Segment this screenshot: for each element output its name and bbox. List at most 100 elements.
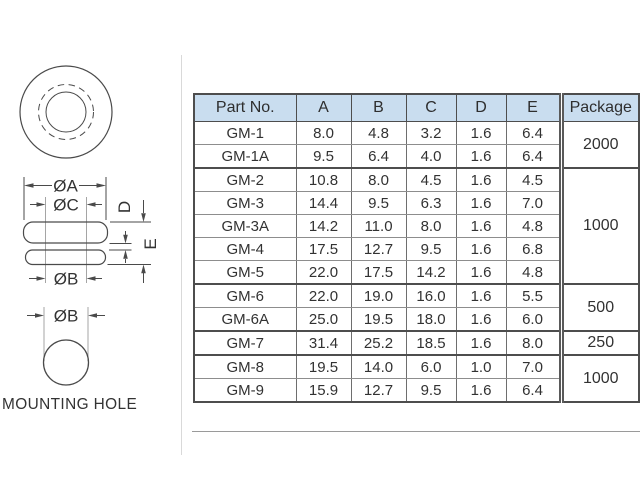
mounting-hole-circle <box>42 339 90 386</box>
cell-d: 1.6 <box>455 214 507 238</box>
label-dia-a: ØA <box>53 177 78 196</box>
cell-e: 4.5 <box>505 167 562 192</box>
cell-e: 7.0 <box>505 191 562 215</box>
cell-b: 4.8 <box>350 121 407 145</box>
cell-e: 5.5 <box>505 283 562 308</box>
label-dia-c: ØC <box>53 196 79 215</box>
table-row: GM-1 8.0 4.8 3.2 1.6 6.4 2000 <box>193 121 640 169</box>
cell-part-no: GM-2 <box>193 167 297 192</box>
cell-package: 1000 <box>558 167 640 285</box>
cell-b: 8.0 <box>350 167 407 192</box>
cell-b: 19.5 <box>350 307 407 332</box>
cell-d: 1.6 <box>455 307 507 332</box>
label-dim-d: D <box>115 201 134 213</box>
cell-part-no: GM-3 <box>193 191 297 215</box>
table-row: GM-5 22.0 17.5 14.2 1.6 4.8 <box>193 260 639 285</box>
cell-package: 1000 <box>558 354 640 403</box>
cell-a: 14.2 <box>295 214 352 238</box>
dim-dia-c <box>30 202 102 207</box>
extension-lines <box>107 221 151 265</box>
mounting-hole-caption: MOUNTING HOLE <box>2 396 137 413</box>
cell-c: 14.2 <box>405 260 457 285</box>
cell-b: 11.0 <box>350 214 407 238</box>
table-row: GM-3A 14.2 11.0 8.0 1.6 4.8 <box>193 214 639 238</box>
cell-c: 9.5 <box>405 237 457 261</box>
cell-d: 1.6 <box>455 121 507 145</box>
column-header-c: C <box>405 93 457 122</box>
table-row: GM-9 15.9 12.7 9.5 1.6 6.4 <box>193 378 639 403</box>
dim-dia-b-section <box>29 276 102 281</box>
column-header-package: Package <box>558 93 640 122</box>
label-dia-b-section: ØB <box>54 270 79 289</box>
dim-e <box>141 200 146 283</box>
label-dia-b-hole: ØB <box>54 307 79 326</box>
spec-table: Part No. A B C D E Package GM-1 8.0 4.8 … <box>193 93 640 403</box>
cell-d: 1.0 <box>455 354 507 379</box>
cell-b: 12.7 <box>350 237 407 261</box>
cell-b: 9.5 <box>350 191 407 215</box>
cell-c: 6.0 <box>405 354 457 379</box>
column-header-d: D <box>455 93 507 122</box>
cell-b: 17.5 <box>350 260 407 285</box>
cell-part-no: GM-3A <box>193 214 297 238</box>
cell-package: 2000 <box>558 121 640 169</box>
cell-d: 1.6 <box>455 378 507 403</box>
table-row: GM-4 17.5 12.7 9.5 1.6 6.8 <box>193 237 639 261</box>
cell-e: 7.0 <box>505 354 562 379</box>
dim-dia-b-hole <box>27 313 105 318</box>
cell-b: 19.0 <box>350 283 407 308</box>
cell-a: 9.5 <box>295 144 352 169</box>
table-row: GM-2 10.8 8.0 4.5 1.6 4.5 1000 <box>193 167 640 285</box>
cell-c: 8.0 <box>405 214 457 238</box>
cell-package: 500 <box>558 283 640 332</box>
cell-d: 1.6 <box>455 167 507 192</box>
cell-d: 1.6 <box>455 260 507 285</box>
cell-d: 1.6 <box>455 330 507 356</box>
cell-a: 17.5 <box>295 237 352 261</box>
dim-d <box>123 231 128 263</box>
grommet-diagram: ØA ØC D E ØB ØB MOUNTING HOLE <box>2 65 160 413</box>
cell-part-no: GM-1A <box>193 144 297 169</box>
column-header-e: E <box>505 93 562 122</box>
column-header-part-no: Part No. <box>193 93 297 122</box>
cell-part-no: GM-8 <box>193 354 297 379</box>
cell-c: 18.0 <box>405 307 457 332</box>
cell-part-no: GM-1 <box>193 121 297 145</box>
cell-c: 16.0 <box>405 283 457 308</box>
cell-package: 250 <box>558 330 640 356</box>
cell-b: 25.2 <box>350 330 407 356</box>
construction-lines <box>43 197 89 361</box>
label-dim-e: E <box>141 238 160 249</box>
cell-d: 1.6 <box>455 191 507 215</box>
cell-c: 4.0 <box>405 144 457 169</box>
cell-part-no: GM-6A <box>193 307 297 332</box>
column-header-a: A <box>295 93 352 122</box>
cell-e: 6.4 <box>505 121 562 145</box>
cell-part-no: GM-9 <box>193 378 297 403</box>
cell-part-no: GM-6 <box>193 283 297 308</box>
cell-c: 18.5 <box>405 330 457 356</box>
table-row: GM-6A 25.0 19.5 18.0 1.6 6.0 <box>193 307 639 332</box>
cell-e: 8.0 <box>505 330 562 356</box>
cell-c: 6.3 <box>405 191 457 215</box>
cell-a: 22.0 <box>295 260 352 285</box>
cell-d: 1.6 <box>455 283 507 308</box>
cell-e: 6.4 <box>505 378 562 403</box>
cell-b: 14.0 <box>350 354 407 379</box>
cell-d: 1.6 <box>455 144 507 169</box>
scan-artifact-vertical-line <box>181 55 182 455</box>
column-header-b: B <box>350 93 407 122</box>
table-row: GM-8 19.5 14.0 6.0 1.0 7.0 1000 <box>193 354 640 403</box>
cell-a: 25.0 <box>295 307 352 332</box>
header-row: Part No. A B C D E Package <box>193 93 640 122</box>
cell-e: 6.8 <box>505 237 562 261</box>
cell-c: 9.5 <box>405 378 457 403</box>
table-row: GM-7 31.4 25.2 18.5 1.6 8.0 250 <box>193 330 640 356</box>
grommet-top-view <box>19 65 113 159</box>
cell-e: 4.8 <box>505 260 562 285</box>
grommet-cross-section <box>22 221 109 266</box>
cell-part-no: GM-4 <box>193 237 297 261</box>
cell-c: 3.2 <box>405 121 457 145</box>
cell-a: 10.8 <box>295 167 352 192</box>
